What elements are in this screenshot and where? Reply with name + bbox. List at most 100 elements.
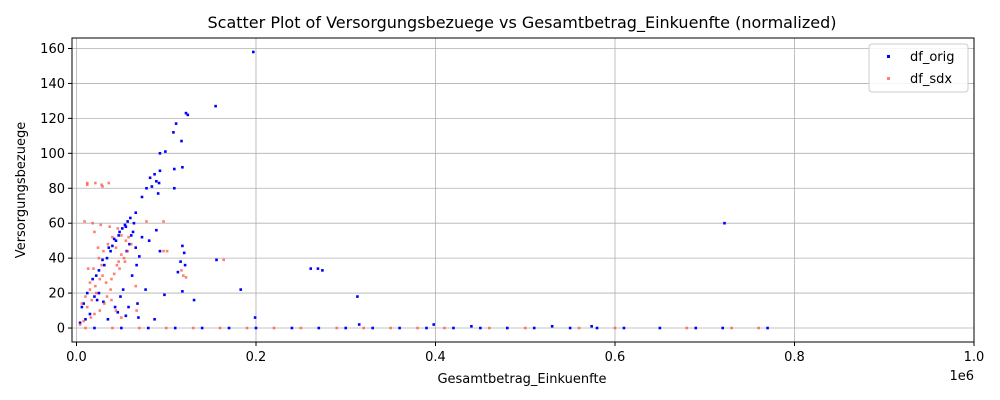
y-tick-label: 120 — [40, 112, 65, 127]
data-point — [181, 290, 184, 293]
data-point — [129, 242, 133, 246]
data-point — [344, 326, 348, 330]
data-point — [82, 302, 85, 305]
data-point — [123, 260, 127, 263]
data-point — [91, 277, 94, 281]
y-tick-label: 60 — [48, 217, 65, 232]
data-point — [150, 185, 154, 188]
data-point — [115, 263, 119, 267]
data-point — [622, 326, 626, 330]
data-point — [158, 249, 162, 253]
data-point — [155, 179, 158, 183]
data-point — [84, 295, 87, 298]
legend-label-df-orig: df_orig — [910, 50, 955, 65]
data-point — [101, 274, 104, 277]
y-tick-label: 140 — [40, 77, 65, 92]
data-point — [184, 111, 188, 115]
data-point — [105, 256, 109, 260]
data-point — [117, 234, 120, 237]
data-point — [222, 258, 225, 262]
data-point — [173, 167, 176, 171]
data-point — [590, 324, 593, 328]
data-point — [102, 300, 105, 304]
data-point — [239, 288, 243, 291]
data-point — [89, 316, 93, 319]
data-point — [165, 249, 169, 253]
data-point — [107, 181, 111, 185]
data-point — [108, 225, 111, 228]
data-point — [140, 235, 144, 239]
data-point — [180, 139, 183, 143]
data-point — [124, 225, 128, 228]
data-point — [114, 246, 118, 249]
data-point — [721, 326, 724, 330]
x-tick-label: 0.8 — [784, 350, 805, 365]
data-point — [88, 288, 92, 291]
data-point — [112, 272, 116, 276]
data-point — [479, 326, 482, 330]
data-point — [416, 326, 419, 330]
data-point — [92, 267, 95, 270]
data-point — [272, 326, 276, 330]
y-tick-label: 40 — [48, 252, 65, 267]
y-tick-label: 20 — [48, 287, 65, 302]
data-point — [452, 326, 455, 330]
x-axis-multiplier: 1e6 — [949, 369, 974, 384]
data-point — [91, 221, 94, 225]
data-point — [505, 326, 509, 330]
data-point — [97, 256, 101, 260]
data-point — [335, 326, 339, 330]
data-point — [153, 317, 156, 321]
data-point — [134, 246, 138, 249]
data-point — [130, 274, 134, 277]
data-point — [117, 260, 120, 263]
data-point — [85, 181, 89, 185]
data-point — [254, 326, 258, 330]
data-point — [181, 244, 184, 248]
data-point — [470, 324, 473, 328]
data-point — [86, 267, 90, 270]
data-point — [93, 295, 96, 298]
data-point — [148, 176, 152, 180]
data-point — [299, 326, 303, 330]
grid-lines — [72, 38, 975, 342]
data-point — [94, 181, 97, 185]
data-point — [432, 323, 435, 326]
data-point — [183, 263, 187, 267]
data-point — [104, 281, 108, 284]
data-point — [398, 326, 401, 330]
data-point — [140, 195, 144, 199]
data-point — [568, 326, 572, 330]
data-point — [153, 172, 156, 176]
data-point — [97, 291, 101, 295]
data-point — [251, 50, 255, 54]
data-point — [356, 295, 359, 298]
data-point — [85, 305, 89, 309]
legend-marker-df-sdx — [887, 77, 890, 80]
data-point — [488, 326, 491, 330]
data-point — [83, 220, 86, 223]
data-point — [181, 165, 184, 169]
data-point — [253, 316, 257, 319]
data-point — [134, 284, 138, 288]
data-point — [156, 192, 160, 195]
data-point — [290, 326, 294, 330]
data-point — [173, 326, 177, 330]
data-point — [134, 211, 138, 215]
data-point — [127, 235, 130, 239]
y-tick-label: 160 — [40, 42, 65, 57]
data-point — [101, 258, 104, 262]
data-point — [595, 326, 599, 330]
data-point — [137, 316, 140, 319]
data-point — [107, 246, 111, 249]
data-point — [84, 317, 87, 321]
data-point — [127, 305, 130, 309]
data-point — [146, 326, 150, 330]
data-point — [105, 295, 109, 298]
data-point — [80, 305, 84, 309]
data-point — [90, 298, 94, 302]
data-point — [164, 326, 168, 330]
data-point — [78, 323, 82, 326]
data-point — [157, 181, 161, 185]
